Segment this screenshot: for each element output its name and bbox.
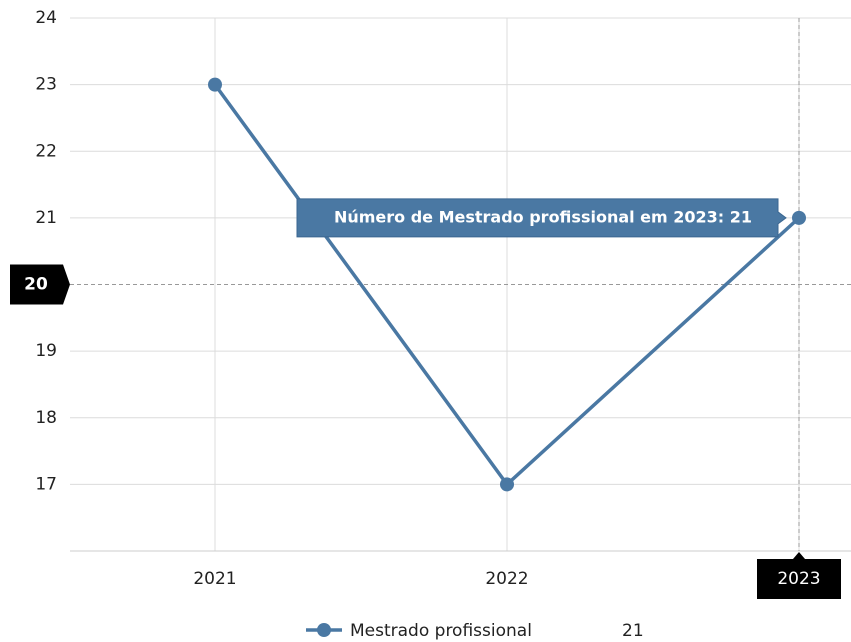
crosshair-label-box	[10, 264, 70, 305]
y-tick-label: 24	[35, 8, 57, 28]
tooltip-text: Número de Mestrado profissional em 2023:…	[334, 207, 752, 226]
data-point[interactable]	[792, 210, 806, 225]
y-tick-label: 19	[35, 341, 57, 361]
data-point[interactable]	[500, 477, 514, 492]
y-tick-label: 18	[35, 408, 57, 428]
legend-label[interactable]: Mestrado profissional	[350, 621, 532, 641]
x-tick-label: 2023	[777, 569, 820, 589]
y-tick-label: 23	[35, 75, 57, 95]
y-tick-label: 21	[35, 208, 57, 228]
x-tick-label: 2022	[485, 569, 528, 589]
data-point[interactable]	[208, 77, 222, 92]
x-tick-label: 2021	[193, 569, 236, 589]
legend-marker	[317, 623, 331, 637]
y-tick-label: 22	[35, 141, 57, 161]
crosshair-label-box	[757, 552, 841, 599]
y-tick-label: 17	[35, 474, 57, 494]
y-tick-label: 20	[24, 275, 48, 295]
tooltip-box	[296, 198, 787, 238]
legend-value: 21	[622, 621, 644, 641]
